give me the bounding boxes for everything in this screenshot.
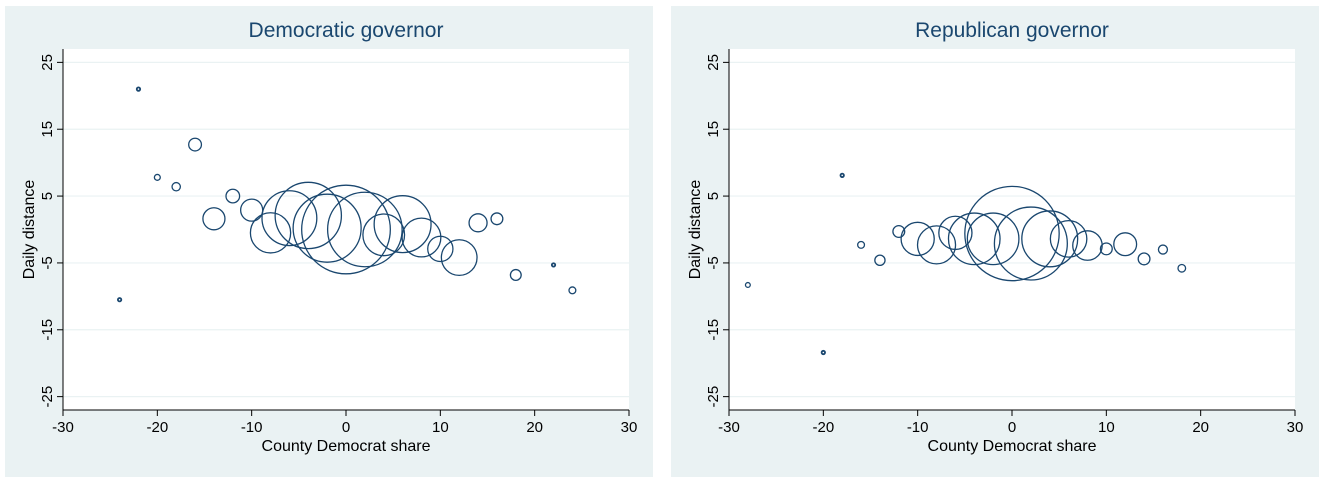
scatter-point	[820, 349, 826, 356]
scatter-point	[292, 193, 362, 263]
x-tick-label: -20	[146, 419, 168, 436]
y-tick-label: 25	[705, 54, 722, 71]
scatter-point	[490, 212, 504, 226]
x-tick-label: -10	[907, 419, 929, 436]
scatter-point	[857, 240, 866, 249]
x-tick-label: 0	[342, 419, 350, 436]
scatter-point	[1157, 244, 1169, 255]
scatter-point	[509, 268, 522, 281]
y-tick-label: -15	[705, 319, 722, 341]
x-tick-label: 20	[1192, 419, 1209, 436]
chart-panel-democratic: -30 -20 -10 0 10 20 30 25 15 5 -5 -15 -25 Democratic …	[3, 0, 656, 479]
scatter-chart-republican: -30 -20 -10 0 10 20 30 25 15 5 -5 -15 -25 Republican …	[671, 6, 1319, 477]
x-tick-label: 30	[1287, 419, 1304, 436]
x-axis-title: County Democrat share	[928, 438, 1097, 455]
y-tick-label: 15	[705, 121, 722, 138]
scatter-point	[440, 239, 478, 277]
y-axis-title: Daily distance	[21, 180, 38, 280]
scatter-point	[964, 185, 1060, 282]
scatter-point	[401, 217, 442, 258]
scatter-point	[261, 190, 318, 247]
scatter-point	[301, 184, 391, 275]
scatter-point	[550, 262, 557, 268]
scatter-point	[1021, 210, 1079, 268]
scatter-point	[225, 188, 241, 204]
plot-region	[729, 49, 1295, 410]
scatter-point	[153, 173, 161, 181]
scatter-point	[568, 286, 577, 295]
y-tick-label: 5	[705, 192, 722, 200]
scatter-point	[1137, 252, 1151, 266]
scatter-point	[362, 213, 406, 257]
scatter-point	[839, 172, 845, 178]
chart-title: Republican governor	[915, 19, 1109, 42]
x-tick-label: -10	[241, 419, 263, 436]
scatter-point	[249, 212, 292, 254]
scatter-point	[1099, 242, 1113, 256]
scatter-chart-democratic: -30 -20 -10 0 10 20 30 25 15 5 -5 -15 -25 Democratic …	[5, 6, 653, 477]
plot-region	[63, 49, 629, 410]
x-tick-label: -30	[718, 419, 740, 436]
x-tick-label: 10	[432, 419, 449, 436]
x-tick-label: 30	[621, 419, 638, 436]
y-tick-label: 25	[39, 54, 56, 71]
scatter-point	[874, 254, 886, 267]
y-tick-label: -25	[39, 386, 56, 408]
scatter-point	[744, 281, 751, 289]
scatter-point	[468, 213, 488, 233]
scatter-point	[1049, 219, 1088, 258]
y-tick-label: -5	[39, 256, 56, 269]
scatter-point	[117, 297, 123, 303]
scatter-point	[135, 86, 142, 92]
scatter-point	[938, 215, 973, 251]
chart-title: Democratic governor	[249, 19, 444, 42]
x-tick-label: 0	[1008, 419, 1016, 436]
scatter-point	[188, 137, 203, 152]
x-tick-label: 10	[1098, 419, 1115, 436]
x-tick-label: -30	[52, 419, 74, 436]
y-tick-label: -25	[705, 386, 722, 408]
chart-panel-republican: -30 -20 -10 0 10 20 30 25 15 5 -5 -15 -25 Republican …	[669, 0, 1322, 479]
y-tick-label: 5	[39, 192, 56, 200]
scatter-point	[1113, 232, 1138, 257]
scatter-point	[900, 221, 935, 257]
scatter-point	[916, 225, 957, 265]
scatter-point	[427, 235, 454, 263]
y-axis-title: Daily distance	[687, 180, 704, 280]
y-tick-label: 15	[39, 121, 56, 138]
scatter-point	[1177, 263, 1187, 273]
scatter-point	[274, 181, 343, 250]
scatter-point	[966, 212, 1020, 266]
x-tick-label: 20	[526, 419, 543, 436]
scatter-point	[326, 191, 403, 268]
scatter-point	[202, 207, 226, 231]
x-tick-label: -20	[812, 419, 834, 436]
scatter-point	[892, 224, 906, 239]
scatter-point	[171, 181, 182, 192]
scatter-point	[947, 212, 1001, 266]
y-tick-label: -15	[39, 319, 56, 341]
y-tick-label: -5	[705, 256, 722, 269]
x-axis-title: County Democrat share	[262, 438, 431, 455]
scatter-point	[993, 206, 1068, 281]
scatter-point	[373, 195, 432, 254]
